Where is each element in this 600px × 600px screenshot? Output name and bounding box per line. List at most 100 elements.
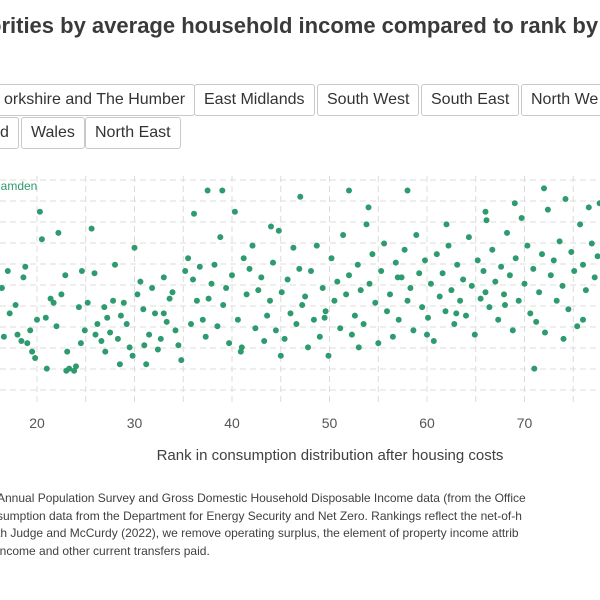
data-point[interactable]: [560, 335, 567, 342]
data-point[interactable]: [384, 308, 390, 315]
data-point[interactable]: [425, 314, 431, 321]
data-point[interactable]: [305, 344, 311, 351]
data-point[interactable]: [512, 255, 519, 262]
data-point[interactable]: [141, 342, 148, 349]
data-point[interactable]: [12, 302, 19, 308]
data-point[interactable]: [502, 302, 508, 308]
data-point[interactable]: [18, 338, 25, 344]
data-point[interactable]: [43, 365, 50, 372]
data-point[interactable]: [55, 229, 62, 236]
data-point[interactable]: [539, 251, 545, 258]
data-point[interactable]: [217, 234, 224, 241]
data-point[interactable]: [137, 278, 144, 285]
data-point[interactable]: [160, 274, 167, 281]
data-point[interactable]: [6, 310, 13, 317]
data-point[interactable]: [413, 232, 420, 238]
data-point[interactable]: [594, 253, 600, 260]
data-point[interactable]: [107, 329, 114, 336]
data-point[interactable]: [465, 234, 472, 241]
data-point[interactable]: [73, 363, 79, 370]
data-point[interactable]: [246, 265, 253, 272]
data-point[interactable]: [365, 204, 372, 211]
data-point[interactable]: [182, 268, 189, 274]
data-point[interactable]: [448, 287, 455, 294]
data-point[interactable]: [369, 251, 376, 258]
data-point[interactable]: [521, 280, 528, 287]
data-point[interactable]: [308, 268, 314, 274]
data-point[interactable]: [202, 333, 209, 340]
data-point[interactable]: [234, 316, 241, 323]
data-point[interactable]: [322, 308, 329, 315]
data-point[interactable]: [29, 348, 36, 355]
data-point[interactable]: [381, 240, 388, 247]
data-point[interactable]: [199, 316, 206, 323]
data-point[interactable]: [392, 259, 399, 266]
data-point[interactable]: [439, 270, 446, 277]
data-point[interactable]: [196, 263, 203, 270]
data-point[interactable]: [140, 306, 147, 313]
data-point[interactable]: [190, 276, 196, 283]
data-point[interactable]: [278, 289, 285, 296]
data-point[interactable]: [577, 221, 584, 228]
data-point[interactable]: [38, 236, 45, 243]
data-point[interactable]: [340, 232, 347, 238]
data-point[interactable]: [319, 285, 326, 291]
data-point[interactable]: [53, 323, 60, 330]
data-point[interactable]: [114, 335, 121, 342]
data-point[interactable]: [357, 287, 364, 294]
data-point[interactable]: [63, 367, 70, 374]
data-point[interactable]: [238, 344, 245, 351]
data-point[interactable]: [348, 331, 355, 338]
data-point[interactable]: [208, 280, 215, 287]
data-point[interactable]: [433, 251, 440, 258]
data-point[interactable]: [574, 323, 581, 330]
data-point[interactable]: [211, 261, 218, 268]
data-point[interactable]: [64, 348, 71, 355]
data-point[interactable]: [261, 338, 268, 344]
data-point[interactable]: [98, 338, 105, 344]
data-point[interactable]: [4, 268, 11, 274]
data-point[interactable]: [123, 321, 130, 327]
data-point[interactable]: [270, 259, 276, 266]
data-point[interactable]: [0, 285, 5, 291]
data-point[interactable]: [498, 263, 505, 270]
data-point[interactable]: [252, 325, 259, 332]
data-point[interactable]: [463, 312, 469, 319]
data-point[interactable]: [334, 278, 341, 285]
data-point[interactable]: [395, 316, 402, 323]
data-point[interactable]: [454, 261, 461, 268]
data-point[interactable]: [457, 297, 464, 304]
data-point[interactable]: [591, 274, 598, 281]
data-point[interactable]: [275, 227, 282, 234]
data-point[interactable]: [240, 255, 247, 262]
data-point[interactable]: [474, 257, 481, 264]
data-point[interactable]: [559, 282, 566, 289]
data-point[interactable]: [267, 297, 273, 304]
data-point[interactable]: [547, 272, 554, 279]
data-point[interactable]: [163, 318, 170, 325]
data-point[interactable]: [62, 272, 69, 279]
data-point[interactable]: [451, 321, 458, 327]
data-point[interactable]: [178, 357, 185, 364]
data-point[interactable]: [157, 335, 164, 342]
data-point[interactable]: [14, 331, 21, 338]
data-point[interactable]: [596, 200, 600, 207]
data-point[interactable]: [34, 316, 40, 323]
data-point[interactable]: [588, 240, 595, 247]
data-point[interactable]: [316, 333, 323, 340]
data-point[interactable]: [47, 295, 54, 302]
data-point[interactable]: [419, 304, 426, 311]
data-point[interactable]: [504, 229, 510, 236]
data-point[interactable]: [424, 331, 430, 338]
data-point[interactable]: [483, 217, 490, 224]
data-point[interactable]: [131, 244, 138, 251]
data-point[interactable]: [477, 295, 484, 302]
data-point[interactable]: [580, 316, 586, 323]
data-point[interactable]: [172, 327, 179, 334]
data-point[interactable]: [387, 291, 393, 298]
data-point[interactable]: [321, 314, 328, 321]
data-point[interactable]: [541, 185, 547, 192]
data-point[interactable]: [129, 352, 136, 359]
data-point[interactable]: [354, 261, 361, 268]
data-point[interactable]: [363, 221, 370, 228]
